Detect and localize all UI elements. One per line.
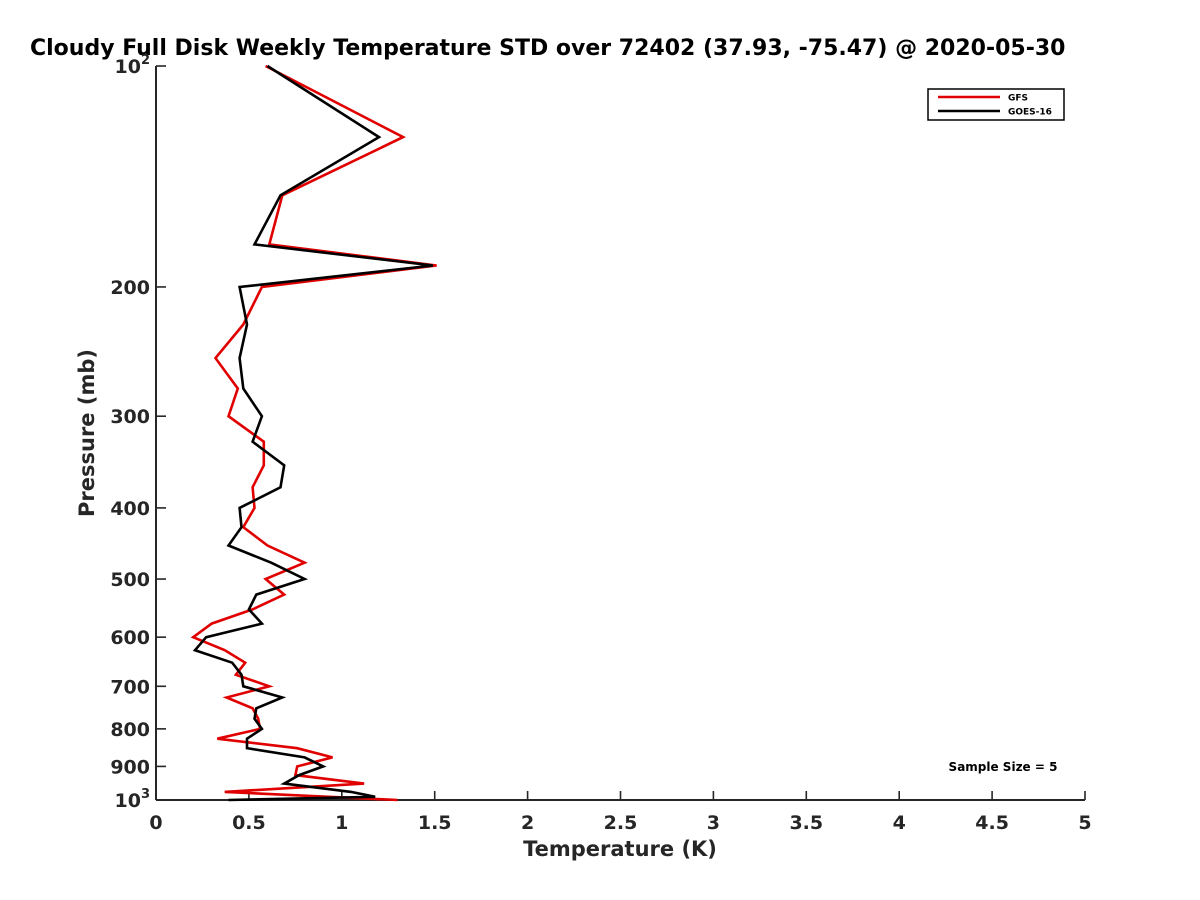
legend-label: GOES-16 bbox=[1008, 108, 1052, 118]
x-tick-label: 0 bbox=[149, 812, 162, 834]
y-tick-label: 102 bbox=[115, 53, 151, 78]
plot-frame bbox=[155, 66, 1085, 801]
sample-size-annotation: Sample Size = 5 bbox=[949, 760, 1058, 774]
y-tick-label: 700 bbox=[110, 676, 150, 698]
x-axis-title: Temperature (K) bbox=[523, 837, 717, 861]
x-tick-label: 4 bbox=[893, 812, 906, 834]
y-tick-label: 800 bbox=[110, 719, 150, 741]
series-line-gfs bbox=[190, 64, 437, 802]
legend: GFS GOES-16 bbox=[927, 88, 1065, 121]
x-tick-label: 1.5 bbox=[418, 812, 452, 834]
x-tick-label: 3.5 bbox=[789, 812, 823, 834]
series-layer bbox=[190, 64, 437, 802]
x-tick-label: 2 bbox=[521, 812, 534, 834]
y-tick-label: 103 bbox=[115, 787, 151, 812]
x-tick-label: 5 bbox=[1078, 812, 1091, 834]
series-line-goes-16 bbox=[192, 64, 433, 802]
x-tick-label: 4.5 bbox=[975, 812, 1009, 834]
chart-title: Cloudy Full Disk Weekly Temperature STD … bbox=[30, 36, 1065, 61]
y-tick-label: 500 bbox=[110, 569, 150, 591]
y-axis-title: Pressure (mb) bbox=[75, 349, 99, 517]
y-tick-label: 300 bbox=[110, 406, 150, 428]
x-tick-label: 3 bbox=[707, 812, 720, 834]
y-axis: 102 200 300 400 500 600 700 800 900 103 bbox=[110, 53, 166, 812]
x-tick-label: 1 bbox=[335, 812, 348, 834]
x-tick-label: 2.5 bbox=[604, 812, 638, 834]
y-tick-label: 400 bbox=[110, 498, 150, 520]
y-tick-label: 900 bbox=[110, 756, 150, 778]
x-axis: 0 0.5 1 1.5 2 2.5 3 3.5 4 4.5 5 bbox=[149, 791, 1092, 834]
y-tick-label: 600 bbox=[110, 627, 150, 649]
y-tick-label: 200 bbox=[110, 277, 150, 299]
legend-box bbox=[927, 88, 1065, 121]
x-tick-label: 0.5 bbox=[232, 812, 266, 834]
legend-label: GFS bbox=[1008, 94, 1028, 104]
